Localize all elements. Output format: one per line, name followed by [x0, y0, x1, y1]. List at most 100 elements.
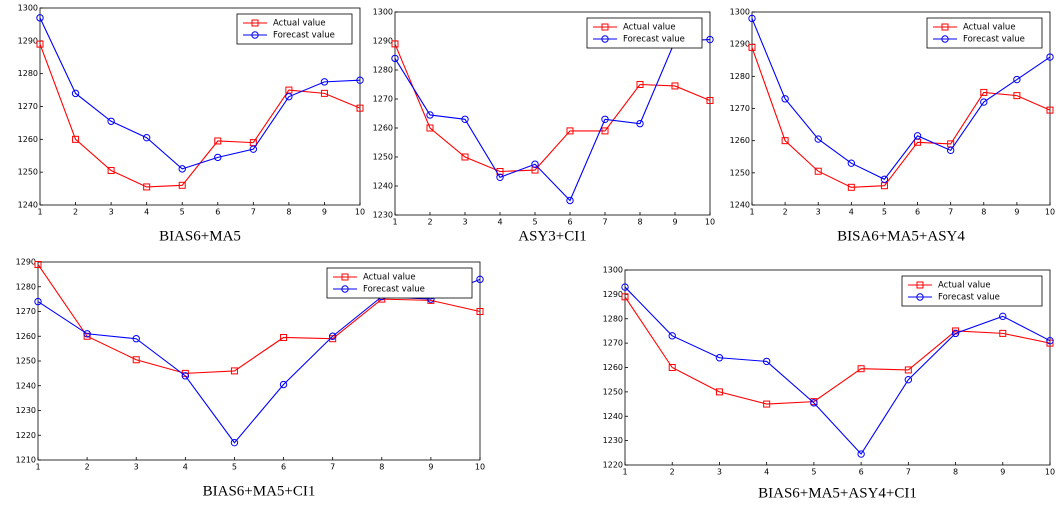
marker — [285, 92, 293, 101]
x-tick-label: 8 — [286, 208, 291, 217]
x-tick-label: 1 — [622, 468, 627, 477]
marker — [913, 132, 922, 140]
marker — [107, 117, 115, 125]
legend-marker — [941, 35, 949, 43]
legend-marker — [341, 273, 349, 281]
x-tick-label: 4 — [183, 463, 188, 472]
marker — [814, 167, 822, 175]
y-tick-label: 1230 — [603, 436, 623, 445]
y-tick-label: 1290 — [730, 40, 750, 49]
y-tick-label: 1240 — [16, 381, 36, 390]
legend-marker — [251, 31, 259, 39]
marker — [356, 104, 364, 112]
legend-label: Forecast value — [938, 293, 1000, 303]
x-tick-label: 10 — [1045, 468, 1055, 477]
x-tick-label: 6 — [567, 218, 572, 227]
chart-title: ASY3+CI1 — [518, 228, 586, 244]
x-tick-label: 9 — [322, 208, 327, 217]
marker — [763, 400, 771, 408]
x-tick-label: 2 — [73, 208, 78, 217]
marker — [1046, 336, 1054, 345]
legend-label: Forecast value — [273, 31, 335, 41]
marker — [83, 330, 91, 338]
x-tick-label: 1 — [749, 208, 754, 217]
y-tick-label: 1250 — [373, 153, 393, 162]
marker — [531, 160, 539, 168]
marker — [904, 375, 913, 384]
series-line — [624, 296, 1051, 405]
x-tick-label: 10 — [705, 218, 715, 227]
x-tick-label: 4 — [144, 208, 149, 217]
y-tick-label: 1230 — [16, 406, 36, 415]
y-tick-label: 1230 — [373, 211, 393, 220]
chart-title: BIAS6+MA5+ASY4+CI1 — [758, 485, 917, 501]
marker — [715, 388, 723, 396]
legend-label: Actual value — [963, 23, 1016, 33]
y-tick-label: 1270 — [603, 339, 623, 348]
legend-marker — [916, 281, 924, 289]
series-line — [39, 17, 361, 170]
chart-title: BIAS6+MA5+CI1 — [203, 483, 316, 499]
marker — [762, 357, 771, 366]
marker — [1013, 75, 1021, 84]
marker — [857, 450, 865, 458]
y-tick-label: 1250 — [16, 357, 36, 366]
x-tick-label: 8 — [981, 208, 986, 217]
legend-label: Forecast value — [363, 285, 425, 295]
marker — [601, 127, 609, 135]
marker — [214, 137, 222, 145]
marker — [214, 153, 222, 162]
legend-label: Actual value — [363, 273, 416, 283]
x-tick-label: 10 — [475, 463, 485, 472]
marker — [1046, 53, 1054, 61]
x-tick-label: 4 — [849, 208, 854, 217]
marker — [904, 366, 912, 374]
x-tick-label: 1 — [392, 218, 397, 227]
marker — [36, 14, 44, 22]
x-tick-label: 3 — [816, 208, 821, 217]
legend-marker — [916, 293, 924, 301]
legend-box — [326, 267, 473, 299]
legend-marker — [251, 19, 259, 27]
marker — [847, 183, 855, 191]
marker — [178, 181, 186, 189]
y-tick-label: 1280 — [18, 69, 38, 78]
marker — [132, 335, 140, 343]
marker — [142, 133, 151, 142]
y-tick-label: 1220 — [603, 461, 623, 470]
x-tick-label: 6 — [281, 463, 286, 472]
marker — [36, 40, 44, 48]
series-line — [394, 43, 711, 173]
legend-box — [901, 275, 1043, 307]
marker — [1046, 106, 1054, 114]
x-tick-label: 2 — [427, 218, 432, 227]
y-tick-label: 1270 — [16, 307, 36, 316]
x-tick-label: 7 — [602, 218, 607, 227]
y-tick-label: 1250 — [18, 168, 38, 177]
x-tick-label: 2 — [85, 463, 90, 472]
marker — [781, 95, 789, 103]
y-tick-label: 1280 — [373, 66, 393, 75]
y-tick-label: 1300 — [373, 8, 393, 17]
x-tick-label: 10 — [1045, 208, 1055, 217]
chart-title: BISA6+MA5+ASY4 — [837, 228, 965, 244]
y-tick-label: 1240 — [18, 201, 38, 210]
legend-marker — [341, 285, 349, 293]
x-tick-label: 9 — [1014, 208, 1019, 217]
marker — [951, 329, 960, 338]
marker — [706, 96, 714, 104]
marker — [320, 89, 328, 97]
y-tick-label: 1260 — [730, 136, 750, 145]
x-tick-label: 3 — [462, 218, 467, 227]
y-tick-label: 1300 — [18, 4, 38, 13]
y-tick-label: 1290 — [603, 290, 623, 299]
legend-label: Actual value — [938, 281, 991, 291]
x-tick-label: 8 — [637, 218, 642, 227]
x-tick-label: 1 — [37, 208, 42, 217]
marker — [107, 167, 115, 175]
marker — [621, 283, 629, 291]
x-tick-label: 6 — [915, 208, 920, 217]
y-tick-label: 1240 — [603, 412, 623, 421]
marker — [636, 81, 644, 88]
